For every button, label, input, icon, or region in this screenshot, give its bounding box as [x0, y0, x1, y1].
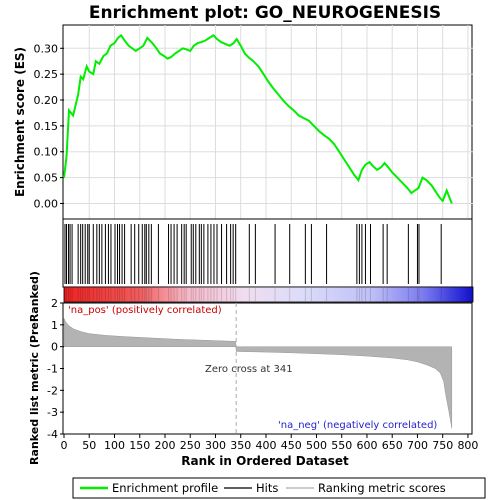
metric-x-ticks: 0 50 100 150 200 250 300 350 400 450 500 550 600 650 7… [61, 434, 478, 452]
metric-y-tick-label: 0 [51, 341, 58, 354]
x-tick-label: 550 [331, 439, 352, 452]
x-tick-label: 150 [129, 439, 150, 452]
x-tick-label: 750 [432, 439, 453, 452]
legend-box [72, 477, 486, 499]
chart-title: Enrichment plot: GO_NEUROGENESIS [89, 3, 441, 23]
enrichment-profile-line [63, 33, 453, 204]
metric-y-tick-label: -4 [47, 428, 58, 441]
metric-y-tick-label: -1 [47, 363, 58, 376]
x-tick-label: 350 [230, 439, 251, 452]
zero-cross-label: Zero cross at 341 [205, 364, 293, 375]
rank-color-bar [63, 286, 474, 303]
metric-y-tick-label: -3 [47, 406, 58, 419]
es-y-tick-label: 0.15 [34, 120, 59, 133]
metric-y-tick-label: 1 [51, 319, 58, 332]
metric-y-tick-label: -2 [47, 384, 58, 397]
x-tick-label: 800 [457, 439, 478, 452]
es-y-tick-label: 0.25 [34, 68, 59, 81]
negative-correlation-label: 'na_neg' (negatively correlated) [278, 420, 437, 431]
metric-y-tick-label: 2 [51, 297, 58, 310]
x-tick-label: 500 [306, 439, 327, 452]
x-tick-label: 300 [205, 439, 226, 452]
positive-correlation-label: 'na_pos' (positively correlated) [68, 305, 222, 316]
hit-markers [64, 224, 442, 284]
hits-panel [62, 218, 473, 288]
legend-hits-label: Hits [256, 481, 278, 495]
legend-metric-label: Ranking metric scores [318, 481, 446, 495]
es-y-tick-label: 0.20 [34, 94, 59, 107]
x-tick-label: 250 [180, 439, 201, 452]
x-tick-label: 700 [407, 439, 428, 452]
es-y-axis-label: Enrichment score (ES) [13, 47, 27, 197]
es-gridlines [64, 25, 473, 219]
x-tick-label: 100 [104, 439, 125, 452]
legend: Enrichment profile Hits Ranking metric s… [72, 477, 486, 499]
x-tick-label: 450 [281, 439, 302, 452]
es-panel: 0.00 0.05 0.10 0.15 0.20 0.25 0.30 Enrichment … [13, 24, 473, 220]
color-bar-hit-markers [64, 288, 442, 301]
es-y-tick-label: 0.05 [34, 172, 59, 185]
es-y-ticks: 0.00 0.05 0.10 0.15 0.20 0.25 0.30 [34, 42, 64, 210]
x-tick-label: 200 [154, 439, 175, 452]
legend-enrichment-label: Enrichment profile [112, 481, 218, 495]
ranking-metric-area [63, 318, 453, 429]
metric-plot-area [62, 302, 473, 435]
x-tick-label: 600 [356, 439, 377, 452]
x-tick-label: 50 [82, 439, 96, 452]
metric-y-ticks: 2 1 0 -1 -2 -3 -4 [47, 297, 64, 441]
ranked-metric-panel: 2 1 0 -1 -2 -3 -4 0 50 100 150 200 250 300 350 400 450 5… [28, 271, 478, 468]
x-tick-label: 650 [382, 439, 403, 452]
x-tick-label: 400 [255, 439, 276, 452]
es-plot-area [62, 24, 473, 220]
metric-y-axis-label: Ranked list metric (PreRanked) [28, 271, 41, 465]
es-y-tick-label: 0.30 [34, 42, 59, 55]
es-y-tick-label: 0.10 [34, 146, 59, 159]
x-tick-label: 0 [61, 439, 68, 452]
es-y-tick-label: 0.00 [34, 197, 59, 210]
x-axis-label: Rank in Ordered Dataset [181, 454, 349, 468]
